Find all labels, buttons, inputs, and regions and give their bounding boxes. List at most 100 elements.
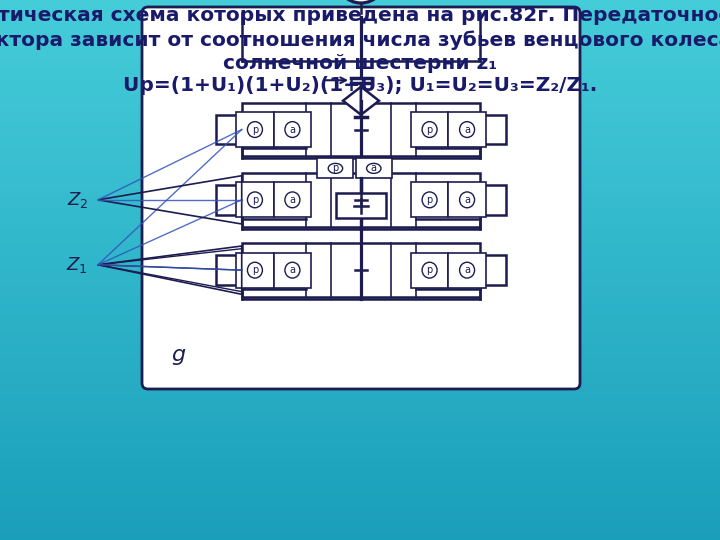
Bar [0, 195, 720, 202]
Text: p: p [426, 195, 433, 205]
Bar [0, 209, 720, 216]
Bar [411, 183, 449, 218]
Text: a: a [289, 125, 295, 134]
Text: Up=(1+U₁)(1+U₂)(1+U₃); U₁=U₂=U₃=Z₂/Z₁.: Up=(1+U₁)(1+U₂)(1+U₃); U₁=U₂=U₃=Z₂/Z₁. [123, 76, 597, 95]
Text: кинематическая схема которых приведена на рис.82г. Передаточное число: кинематическая схема которых приведена н… [0, 6, 720, 25]
Bar [0, 263, 720, 270]
Bar [236, 253, 274, 288]
FancyBboxPatch shape [142, 7, 580, 389]
Bar [0, 392, 720, 399]
Ellipse shape [335, 0, 387, 3]
Bar [0, 162, 720, 168]
Bar [0, 384, 720, 391]
Bar [0, 81, 720, 87]
Ellipse shape [328, 164, 343, 173]
Bar [411, 112, 449, 147]
Bar [242, 103, 480, 157]
Bar [336, 193, 386, 218]
Text: a: a [289, 265, 295, 275]
Bar [0, 534, 720, 540]
Ellipse shape [422, 122, 437, 138]
Ellipse shape [459, 262, 474, 278]
Bar [0, 270, 720, 276]
Text: g: g [171, 345, 185, 365]
Bar [0, 378, 720, 384]
Bar [0, 0, 720, 6]
Text: p: p [252, 195, 258, 205]
Bar [0, 418, 720, 426]
Text: a: a [289, 195, 295, 205]
Bar [0, 216, 720, 222]
Bar [0, 168, 720, 176]
Polygon shape [361, 87, 379, 115]
Polygon shape [343, 87, 361, 115]
Bar [0, 183, 720, 189]
Bar [0, 122, 720, 128]
Bar [0, 446, 720, 453]
Text: a: a [464, 125, 470, 134]
Bar [0, 87, 720, 94]
Bar [480, 185, 506, 214]
Bar [0, 40, 720, 47]
Bar [0, 432, 720, 438]
Text: p: p [426, 125, 433, 134]
Text: p: p [333, 164, 338, 173]
Bar [356, 158, 392, 178]
Bar [0, 27, 720, 33]
Bar [0, 115, 720, 122]
Bar [0, 148, 720, 156]
Bar [0, 310, 720, 317]
Bar [242, 244, 480, 297]
Bar [0, 411, 720, 418]
Bar [0, 6, 720, 14]
Bar [0, 426, 720, 432]
Bar [0, 507, 720, 513]
Bar [449, 112, 486, 147]
Bar [0, 256, 720, 263]
Text: p: p [252, 125, 258, 134]
Bar [0, 459, 720, 465]
Bar [0, 338, 720, 345]
Bar [0, 202, 720, 209]
Bar [0, 438, 720, 445]
Bar [318, 158, 354, 178]
Bar [0, 276, 720, 284]
Bar [0, 20, 720, 27]
Bar [0, 135, 720, 141]
Bar [0, 237, 720, 243]
Bar [0, 141, 720, 149]
Text: a: a [371, 164, 377, 173]
Bar [0, 405, 720, 411]
Bar [0, 351, 720, 357]
Bar [0, 465, 720, 472]
Text: p: p [252, 265, 258, 275]
Bar [0, 102, 720, 108]
Bar [0, 54, 720, 60]
Bar [0, 33, 720, 40]
Ellipse shape [285, 262, 300, 278]
Bar [0, 68, 720, 74]
Text: редуктора зависит от соотношения числа зубьев венцового колеса z₂ и: редуктора зависит от соотношения числа з… [0, 30, 720, 50]
Ellipse shape [248, 122, 262, 138]
Text: a: a [464, 195, 470, 205]
Bar [274, 253, 311, 288]
Bar [0, 108, 720, 115]
Ellipse shape [459, 192, 474, 208]
Bar [0, 230, 720, 237]
Bar [0, 243, 720, 249]
Bar [449, 253, 486, 288]
Bar [0, 324, 720, 330]
Bar [0, 284, 720, 291]
Bar [0, 156, 720, 162]
Text: a: a [464, 265, 470, 275]
Bar [0, 249, 720, 256]
Ellipse shape [285, 122, 300, 138]
Bar [0, 526, 720, 534]
Ellipse shape [366, 164, 381, 173]
Bar [0, 453, 720, 459]
Bar [0, 480, 720, 486]
Bar [0, 222, 720, 230]
Bar [0, 14, 720, 20]
Bar [236, 183, 274, 218]
Bar [0, 519, 720, 526]
